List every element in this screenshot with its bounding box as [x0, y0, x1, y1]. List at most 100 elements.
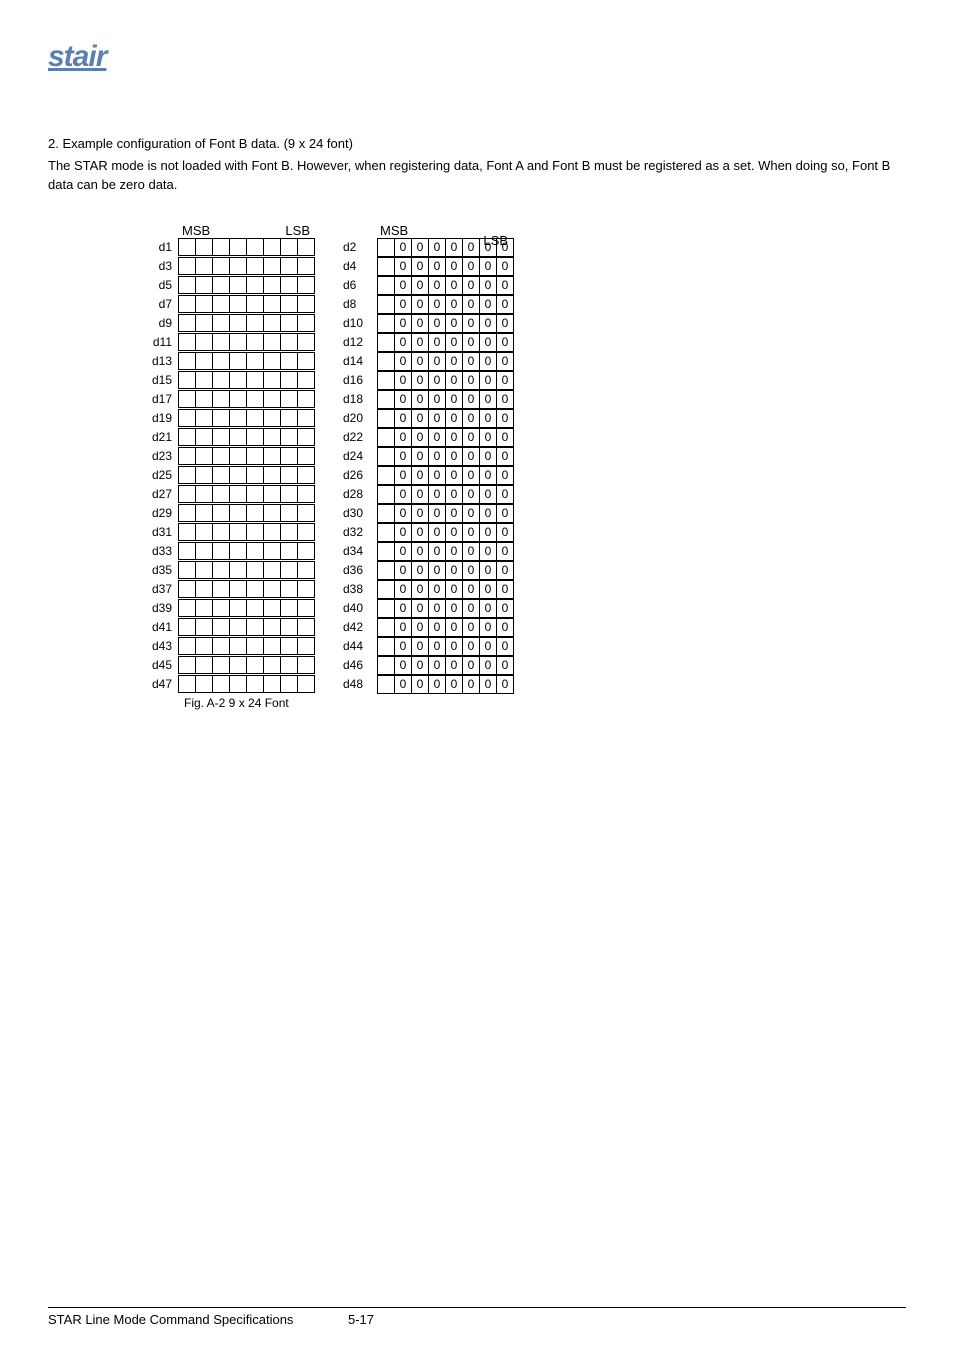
- right-cell: 0: [480, 656, 497, 674]
- right-cell: 0: [412, 409, 429, 427]
- left-grid: [178, 504, 315, 522]
- left-row-label: d31: [148, 524, 178, 541]
- left-row-label: d39: [148, 600, 178, 617]
- left-msb-label: MSB: [178, 223, 210, 238]
- left-cell: [298, 562, 315, 579]
- left-cell: [179, 562, 196, 579]
- left-cell: [179, 258, 196, 275]
- left-row-label: d47: [148, 676, 178, 693]
- right-cell: 0: [446, 276, 463, 294]
- right-cell: 0: [429, 580, 446, 598]
- right-cell: 0: [446, 580, 463, 598]
- left-cell: [213, 315, 230, 332]
- left-row-label: d37: [148, 581, 178, 598]
- right-row-label: d16: [315, 372, 349, 389]
- left-cell: [213, 486, 230, 503]
- left-cell: [247, 638, 264, 655]
- left-cell: [247, 657, 264, 674]
- right-cell: 0: [412, 333, 429, 351]
- left-cell: [179, 619, 196, 636]
- right-cell: 0: [463, 656, 480, 674]
- left-cell: [247, 467, 264, 484]
- right-grid: 0000000: [377, 637, 514, 656]
- right-cell: 0: [395, 599, 412, 617]
- right-cell: 0: [497, 352, 514, 370]
- right-cell: 0: [463, 599, 480, 617]
- grid-row: d19d200000000: [148, 409, 906, 428]
- right-cell: 0: [395, 371, 412, 389]
- right-cell: [378, 295, 395, 313]
- grid-row: d47d480000000: [148, 675, 906, 694]
- right-grid: 0000000: [377, 504, 514, 523]
- right-cell: 0: [497, 390, 514, 408]
- right-cell: 0: [463, 523, 480, 541]
- left-cell: [196, 239, 213, 256]
- right-cell: 0: [497, 428, 514, 446]
- right-cell: 0: [480, 295, 497, 313]
- left-cell: [230, 543, 247, 560]
- left-cell: [264, 315, 281, 332]
- left-cell: [298, 315, 315, 332]
- right-row-label: d4: [315, 258, 349, 275]
- left-cell: [264, 657, 281, 674]
- right-row-label: d32: [315, 524, 349, 541]
- right-cell: 0: [395, 637, 412, 655]
- left-row-label: d3: [148, 258, 178, 275]
- right-cell: 0: [412, 618, 429, 636]
- left-cell: [264, 619, 281, 636]
- grid-row: d3d40000000: [148, 257, 906, 276]
- left-row-label: d11: [148, 334, 178, 351]
- left-grid: [178, 561, 315, 579]
- right-cell: [378, 618, 395, 636]
- right-cell: 0: [463, 295, 480, 313]
- grid-row: d11d120000000: [148, 333, 906, 352]
- right-lsb-label: LSB: [483, 233, 512, 248]
- left-cell: [179, 391, 196, 408]
- right-cell: 0: [412, 504, 429, 522]
- right-cell: 0: [412, 447, 429, 465]
- left-grid: [178, 428, 315, 446]
- left-cell: [179, 334, 196, 351]
- left-cell: [298, 524, 315, 541]
- left-cell: [196, 486, 213, 503]
- grid-row: d17d180000000: [148, 390, 906, 409]
- left-cell: [196, 638, 213, 655]
- left-cell: [196, 600, 213, 617]
- right-cell: [378, 466, 395, 484]
- right-cell: 0: [480, 504, 497, 522]
- right-cell: 0: [412, 352, 429, 370]
- right-cell: 0: [412, 466, 429, 484]
- right-cell: 0: [480, 675, 497, 693]
- right-cell: 0: [497, 257, 514, 275]
- left-cell: [298, 239, 315, 256]
- left-cell: [264, 372, 281, 389]
- right-cell: 0: [395, 390, 412, 408]
- right-cell: [378, 504, 395, 522]
- left-grid: [178, 447, 315, 465]
- left-grid: [178, 466, 315, 484]
- left-cell: [230, 505, 247, 522]
- page: stair 2. Example configuration of Font B…: [0, 0, 954, 1351]
- right-cell: 0: [497, 675, 514, 693]
- right-cell: [378, 428, 395, 446]
- left-cell: [247, 258, 264, 275]
- left-cell: [247, 296, 264, 313]
- left-cell: [264, 581, 281, 598]
- left-cell: [298, 676, 315, 693]
- left-lsb-label: LSB: [285, 223, 314, 238]
- left-cell: [281, 239, 298, 256]
- left-cell: [264, 296, 281, 313]
- paragraph-1: 2. Example configuration of Font B data.…: [48, 134, 906, 154]
- right-cell: 0: [395, 523, 412, 541]
- left-grid: [178, 371, 315, 389]
- left-cell: [230, 467, 247, 484]
- left-cell: [230, 676, 247, 693]
- left-cell: [213, 505, 230, 522]
- left-cell: [230, 391, 247, 408]
- left-cell: [281, 448, 298, 465]
- right-cell: 0: [429, 599, 446, 617]
- right-cell: [378, 447, 395, 465]
- right-cell: 0: [429, 428, 446, 446]
- right-grid: 0000000: [377, 390, 514, 409]
- right-row-label: d18: [315, 391, 349, 408]
